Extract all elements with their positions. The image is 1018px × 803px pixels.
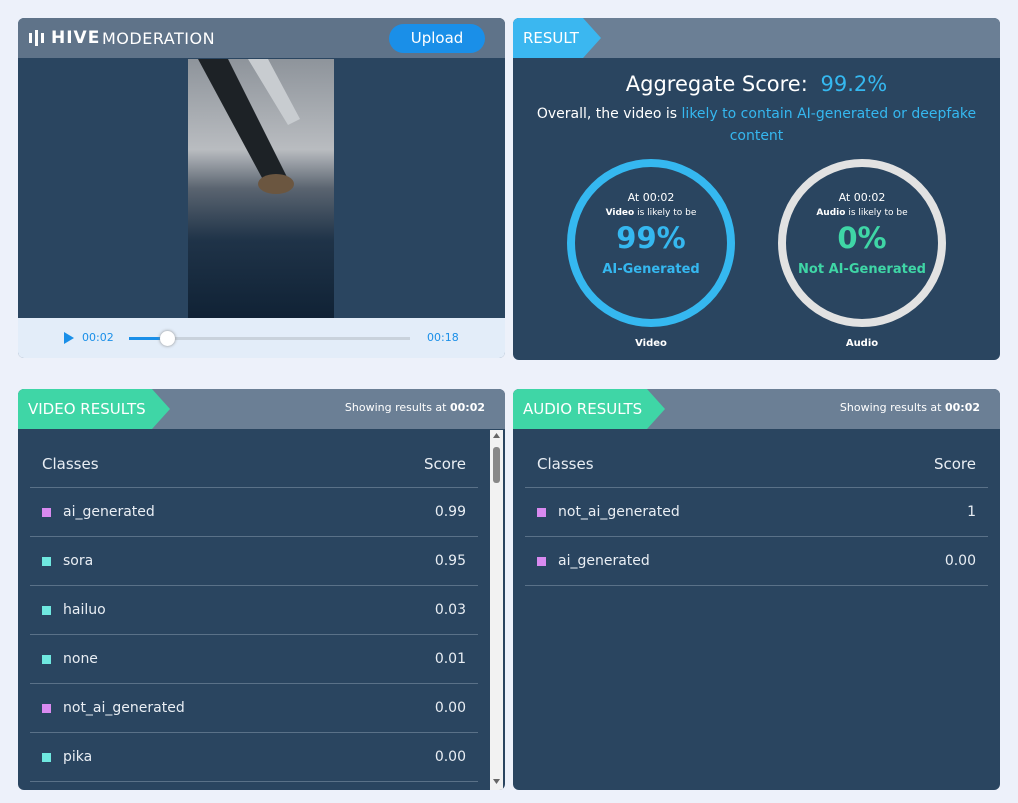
duration: 00:18 [427, 331, 459, 344]
gauge-percent: 99% [616, 221, 686, 255]
class-swatch [42, 704, 51, 713]
gauge-at: At 00:02 [627, 191, 675, 204]
video-frame[interactable] [188, 59, 334, 318]
result-row: pika 0.00 [30, 733, 478, 782]
gauge-likely: is likely to be [848, 208, 908, 218]
class-swatch [42, 655, 51, 664]
result-row: none 0.01 [30, 635, 478, 684]
gauge-caption: Audio [845, 338, 879, 349]
audio-results-panel: AUDIO RESULTS Showing results at 00:02 C… [513, 389, 1000, 790]
summary-prefix: Overall, the video is [536, 106, 678, 122]
gauge-caption: Video [635, 338, 667, 349]
player-controls: 00:02 00:18 [18, 318, 505, 358]
gauge-verdict: AI-Generated [602, 262, 700, 277]
result-row: ai_generated 0.00 [525, 537, 988, 586]
class-name: none [63, 651, 98, 667]
class-name: ai_generated [558, 553, 650, 569]
table-header: Classes Score [525, 439, 988, 488]
brand-bold: HIVE [51, 28, 101, 48]
class-name: ai_generated [63, 504, 155, 520]
player-header: HIVE MODERATION Upload [18, 18, 505, 58]
class-score: 0.00 [944, 553, 976, 569]
result-row: ai_generated 0.99 [30, 488, 478, 537]
ring [567, 159, 735, 327]
showing-label: Showing results at [344, 401, 447, 414]
gauge-likely-line: Audio is likely to be [772, 208, 952, 218]
gauge: At 00:02 Audio is likely to be 0% Not AI-Ge… [772, 153, 952, 353]
header-classes: Classes [537, 455, 594, 473]
class-score: 0.00 [434, 700, 466, 716]
class-swatch [537, 508, 546, 517]
player-panel: HIVE MODERATION Upload 00:02 00:18 [18, 18, 505, 358]
gauge-ring [567, 159, 735, 327]
result-row: hailuo 0.03 [30, 586, 478, 635]
result-row: not_ai_generated 0.00 [30, 684, 478, 733]
ring [778, 159, 946, 327]
upload-button[interactable]: Upload [389, 24, 485, 53]
gauge: At 00:02 Video is likely to be 99% AI-Gener… [561, 153, 741, 353]
class-name: hailuo [63, 602, 106, 618]
video-results-header: VIDEO RESULTS Showing results at 00:02 [18, 389, 505, 429]
showing-time: 00:02 [449, 401, 485, 414]
class-name: sora [63, 553, 94, 569]
aggregate-value: 99.2% [820, 72, 888, 96]
class-swatch [42, 606, 51, 615]
class-score: 0.01 [434, 651, 466, 667]
gauge-ring [778, 159, 946, 327]
class-swatch [42, 557, 51, 566]
class-name: not_ai_generated [63, 700, 185, 716]
showing-time: 00:02 [944, 401, 980, 414]
seek-thumb[interactable] [160, 331, 175, 346]
class-name: not_ai_generated [558, 504, 680, 520]
class-name: pika [63, 749, 93, 765]
summary-highlight: likely to contain AI-generated or deepfa… [681, 106, 977, 144]
video-illustration [198, 59, 300, 194]
result-row: not_ai_generated 1 [525, 488, 988, 537]
video-results-tab: VIDEO RESULTS [18, 389, 170, 429]
video-results-panel: VIDEO RESULTS Showing results at 00:02 C… [18, 389, 505, 790]
gauge-at: At 00:02 [838, 191, 886, 204]
table-header: Classes Score [30, 439, 478, 488]
seek-track[interactable] [129, 337, 410, 340]
audio-results-tab: AUDIO RESULTS [513, 389, 665, 429]
scrollbar[interactable] [490, 430, 503, 790]
gauge-verdict: Not AI-Generated [798, 262, 926, 277]
audio-results-header: AUDIO RESULTS Showing results at 00:02 [513, 389, 1000, 429]
summary: Overall, the video is likely to contain … [528, 103, 985, 147]
class-score: 0.99 [434, 504, 466, 520]
gauge-percent: 0% [837, 221, 887, 255]
class-score: 0.95 [434, 553, 466, 569]
current-time: 00:02 [82, 331, 114, 344]
aggregate: Aggregate Score: 99.2% [513, 72, 1000, 96]
showing-results: Showing results at 00:02 [345, 401, 485, 414]
result-panel: RESULT Aggregate Score: 99.2% Overall, t… [513, 18, 1000, 360]
result-header: RESULT [513, 18, 1000, 58]
header-classes: Classes [42, 455, 99, 473]
class-score: 0.03 [434, 602, 466, 618]
gauge-likely-line: Video is likely to be [561, 208, 741, 218]
gauge-likely: is likely to be [637, 208, 697, 218]
class-swatch [537, 557, 546, 566]
brand-light: MODERATION [102, 29, 216, 48]
result-tab: RESULT [513, 18, 601, 58]
aggregate-label: Aggregate Score: [625, 72, 808, 96]
scrollbar-graphics [493, 433, 500, 784]
class-score: 1 [967, 504, 976, 520]
class-swatch [42, 753, 51, 762]
header-score: Score [423, 455, 466, 473]
showing-label: Showing results at [839, 401, 942, 414]
gauge-subject: Audio [816, 208, 846, 218]
class-score: 0.00 [434, 749, 466, 765]
showing-results: Showing results at 00:02 [840, 401, 980, 414]
seek-progress [129, 337, 167, 340]
gauge-subject: Video [605, 208, 635, 218]
logo-icon [29, 30, 44, 46]
header-score: Score [933, 455, 976, 473]
result-row: sora 0.95 [30, 537, 478, 586]
class-swatch [42, 508, 51, 517]
play-button[interactable] [63, 332, 75, 344]
